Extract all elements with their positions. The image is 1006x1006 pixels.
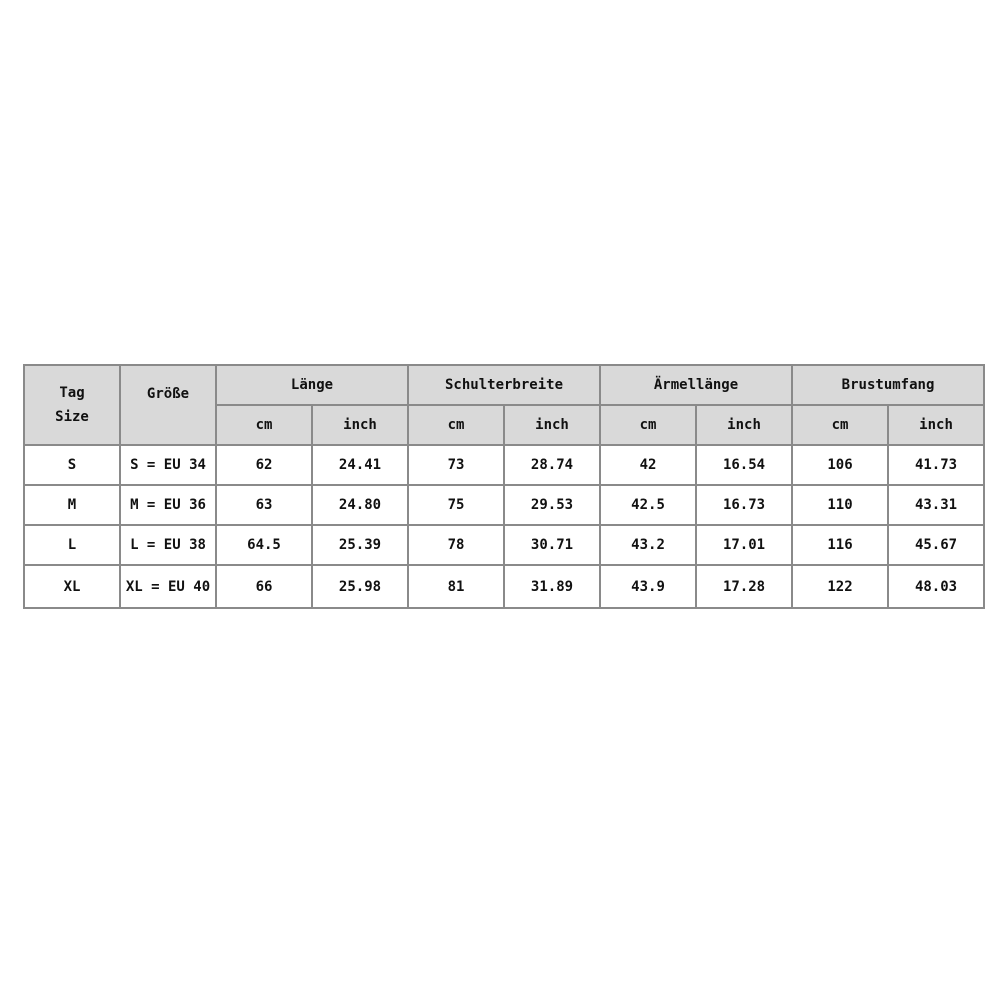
unit-inch: inch bbox=[695, 404, 794, 446]
value-cell: 30.71 bbox=[502, 524, 602, 566]
value-cell: 122 bbox=[791, 564, 890, 609]
value-cell: 73 bbox=[407, 444, 505, 486]
value-cell: 42.5 bbox=[599, 484, 698, 526]
value-cell: 48.03 bbox=[887, 564, 986, 609]
value-cell: 43.2 bbox=[599, 524, 698, 566]
header-tag-size: Tag Size bbox=[23, 364, 121, 446]
unit-inch: inch bbox=[502, 404, 602, 446]
header-groesse: Größe bbox=[119, 364, 217, 446]
tag-cell: XL bbox=[23, 564, 121, 609]
size-cell: L = EU 38 bbox=[119, 524, 217, 566]
size-cell: S = EU 34 bbox=[119, 444, 217, 486]
value-cell: 41.73 bbox=[887, 444, 986, 486]
header-brustumfang: Brustumfang bbox=[791, 364, 986, 406]
value-cell: 64.5 bbox=[215, 524, 313, 566]
value-cell: 25.39 bbox=[311, 524, 409, 566]
size-cell: XL = EU 40 bbox=[119, 564, 217, 609]
unit-cm: cm bbox=[791, 404, 890, 446]
value-cell: 66 bbox=[215, 564, 313, 609]
value-cell: 25.98 bbox=[311, 564, 409, 609]
value-cell: 17.28 bbox=[695, 564, 794, 609]
header-row-groups: Tag Size Größe Länge Schulterbreite Ärmel… bbox=[23, 364, 986, 446]
value-cell: 45.67 bbox=[887, 524, 986, 566]
unit-inch: inch bbox=[887, 404, 986, 446]
value-cell: 24.41 bbox=[311, 444, 409, 486]
value-cell: 43.31 bbox=[887, 484, 986, 526]
header-aermellaenge: Ärmellänge bbox=[599, 364, 794, 406]
value-cell: 75 bbox=[407, 484, 505, 526]
header-groesse-label: Größe bbox=[146, 386, 190, 402]
header-laenge: Länge bbox=[215, 364, 409, 406]
value-cell: 116 bbox=[791, 524, 890, 566]
value-cell: 63 bbox=[215, 484, 313, 526]
value-cell: 16.54 bbox=[695, 444, 794, 486]
size-cell: M = EU 36 bbox=[119, 484, 217, 526]
value-cell: 28.74 bbox=[502, 444, 602, 486]
unit-cm: cm bbox=[599, 404, 698, 446]
value-cell: 29.53 bbox=[502, 484, 602, 526]
value-cell: 78 bbox=[407, 524, 505, 566]
value-cell: 31.89 bbox=[502, 564, 602, 609]
header-row-units: cm inch cm inch cm inch cm inch bbox=[24, 404, 986, 446]
size-chart-table: Tag Size Größe Länge Schulterbreite Ärmel… bbox=[23, 364, 986, 609]
unit-inch: inch bbox=[311, 404, 409, 446]
unit-cm: cm bbox=[407, 404, 505, 446]
value-cell: 106 bbox=[791, 444, 890, 486]
value-cell: 110 bbox=[791, 484, 890, 526]
tag-cell: S bbox=[23, 444, 121, 486]
value-cell: 16.73 bbox=[695, 484, 794, 526]
value-cell: 81 bbox=[407, 564, 505, 609]
value-cell: 42 bbox=[599, 444, 698, 486]
tag-cell: M bbox=[23, 484, 121, 526]
header-schulterbreite: Schulterbreite bbox=[406, 364, 602, 406]
value-cell: 62 bbox=[215, 444, 313, 486]
value-cell: 24.80 bbox=[311, 484, 409, 526]
table-row: XL XL = EU 40 66 25.98 81 31.89 43.9 17.28 122 48… bbox=[23, 564, 986, 609]
header-size: Size bbox=[55, 409, 89, 425]
tag-cell: L bbox=[23, 524, 121, 566]
value-cell: 17.01 bbox=[695, 524, 794, 566]
header-tag: Tag bbox=[59, 385, 85, 401]
table-header: Tag Size Größe Länge Schulterbreite Ärmel… bbox=[23, 364, 986, 446]
unit-cm: cm bbox=[215, 404, 313, 446]
value-cell: 43.9 bbox=[599, 564, 698, 609]
